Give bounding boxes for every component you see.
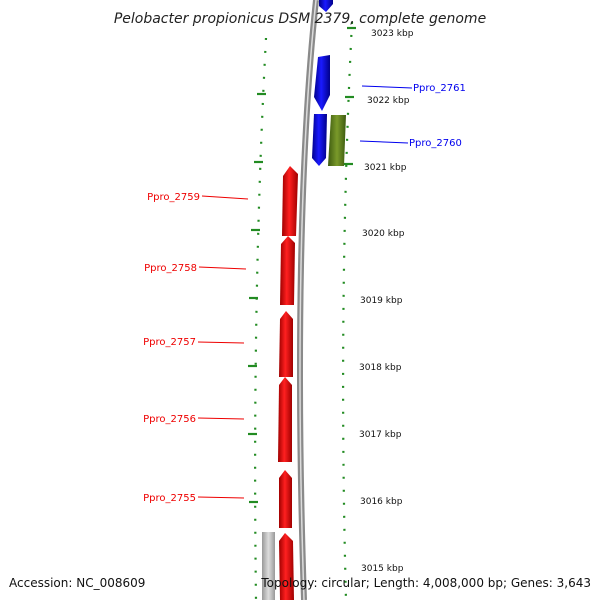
accession-label: Accession: NC_008609 (9, 576, 145, 590)
forward-strand-genes (312, 0, 333, 166)
kbp-label: 3021 kbp (364, 163, 407, 173)
kbp-label: 3016 kbp (360, 497, 403, 507)
gene-label-ppro-2755[interactable]: Ppro_2755 (143, 493, 196, 504)
gene-arrow-ppro-2759[interactable] (282, 166, 298, 236)
gene-label-leaders (197, 85, 413, 499)
gene-arrow-ppro-2757[interactable] (279, 311, 293, 377)
genome-backbone-highlight (299, 0, 317, 600)
kbp-label: 3019 kbp (360, 296, 403, 306)
kbp-label: 3023 kbp (371, 29, 414, 39)
gene-label-ppro-2761[interactable]: Ppro_2761 (413, 83, 466, 94)
gene-label-ppro-2760[interactable]: Ppro_2760 (409, 138, 462, 149)
kbp-label: 3015 kbp (361, 564, 404, 574)
gene-arrow-ppro-2760[interactable] (312, 114, 327, 166)
major-ticks-right (344, 26, 356, 166)
gene-feature-green[interactable] (328, 115, 346, 166)
major-ticks-left (248, 92, 266, 504)
gene-arrow-forward-top[interactable] (319, 0, 333, 12)
gene-label-ppro-2758[interactable]: Ppro_2758 (144, 263, 197, 274)
kbp-label: 3017 kbp (359, 430, 402, 440)
gene-label-ppro-2757[interactable]: Ppro_2757 (143, 337, 196, 348)
topology-summary: Topology: circular; Length: 4,008,000 bp… (260, 576, 591, 590)
gene-arrow-ppro-2755[interactable] (279, 470, 292, 528)
map-title: Pelobacter propionicus DSM 2379, complet… (114, 11, 486, 27)
inner-tick-ring (254, 37, 268, 600)
kbp-label: 3020 kbp (362, 229, 405, 239)
kbp-label: 3018 kbp (359, 363, 402, 373)
reverse-strand-genes (278, 166, 298, 600)
gene-arrow-ppro-2761[interactable] (314, 55, 330, 111)
outer-tick-ring (341, 21, 354, 600)
gene-arrow-ppro-2756[interactable] (278, 377, 292, 462)
kbp-label: 3022 kbp (367, 96, 410, 106)
gene-feature-grey[interactable] (262, 532, 275, 600)
gene-arrow-reverse-bottom[interactable] (279, 533, 294, 600)
gene-label-ppro-2759[interactable]: Ppro_2759 (147, 192, 200, 203)
gene-arrow-ppro-2758[interactable] (280, 236, 295, 305)
gene-label-ppro-2756[interactable]: Ppro_2756 (143, 414, 196, 425)
